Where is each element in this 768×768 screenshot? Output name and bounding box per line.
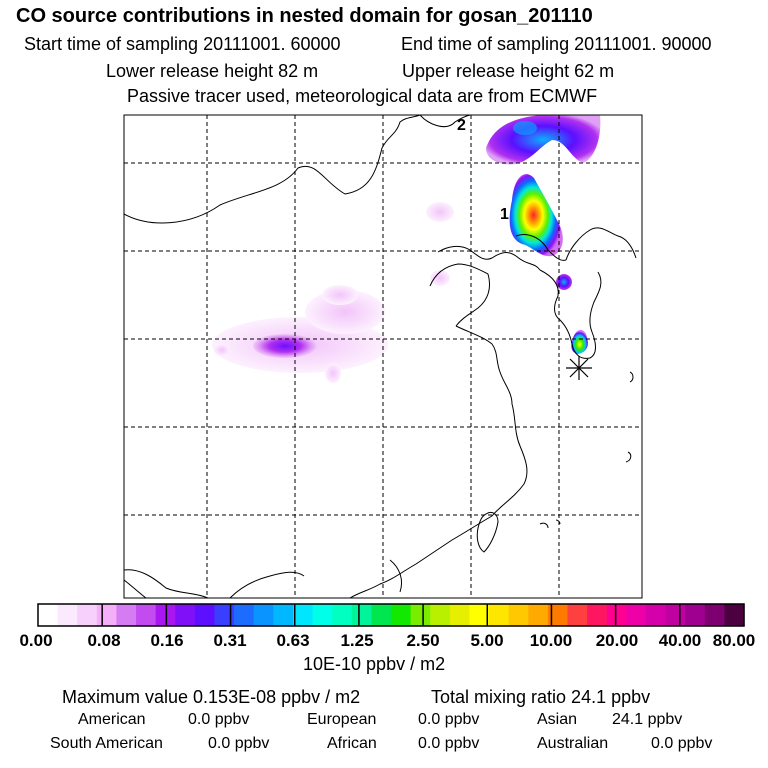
colorbar-tick-label: 40.00 (659, 631, 702, 650)
colorbar-cell (606, 604, 627, 626)
colorbar-cell (430, 604, 451, 626)
colorbar-tick-label: 10.00 (530, 631, 573, 650)
colorbar-cells (38, 604, 745, 626)
receptor-star-icon (566, 356, 592, 380)
colorbar-cell (96, 604, 118, 626)
colorbar-cell (410, 604, 431, 626)
source-value-australian: 0.0 ppbv (651, 735, 713, 752)
marker-label-2: 2 (457, 117, 466, 134)
colorbar-tick-label: 20.00 (596, 631, 639, 650)
colorbar-cell (351, 604, 372, 626)
colorbar-cell (273, 604, 294, 626)
gridlines (124, 115, 642, 598)
west-plume (212, 202, 454, 383)
maximum-value: Maximum value 0.153E-08 ppbv / m2 (62, 687, 361, 707)
colorbar-cell (116, 604, 137, 626)
colorbar-tick-label: 2.50 (406, 631, 439, 650)
source-value-american: 0.0 ppbv (188, 711, 250, 728)
source-label-african: African (327, 735, 377, 752)
source-value-asian: 24.1 ppbv (612, 711, 683, 728)
colorbar-cell (469, 604, 490, 626)
colorbar-cell (371, 604, 392, 626)
map-frame (123, 114, 643, 599)
colorbar-cell (136, 604, 157, 626)
end-time-label: End time of sampling 20111001. 90000 (401, 34, 712, 54)
colorbar-cell (547, 604, 569, 626)
colorbar-cell (175, 604, 196, 626)
colorbar-cell (508, 604, 529, 626)
main-plume (509, 174, 563, 257)
colorbar-tick-label: 0.63 (276, 631, 309, 650)
colorbar-cell (665, 604, 686, 626)
colorbar-cell (685, 604, 706, 626)
colorbar-cell (77, 604, 98, 626)
colorbar-cell (57, 604, 78, 626)
source-label-european: European (307, 711, 377, 728)
colorbar-tick-label: 0.00 (19, 631, 52, 650)
chart-title: CO source contributions in nested domain… (16, 5, 593, 27)
colorbar-cell (626, 604, 647, 626)
source-value-european: 0.0 ppbv (418, 711, 480, 728)
upper-release-label: Upper release height 62 m (402, 61, 615, 81)
colorbar-cell (234, 604, 255, 626)
marker-label-1: 1 (500, 206, 509, 223)
colorbar-cell (528, 604, 549, 626)
colorbar-frame (37, 603, 745, 627)
colorbar-tick-label: 5.00 (470, 631, 503, 650)
source-value-african: 0.0 ppbv (418, 735, 480, 752)
source-label-south-american: South American (50, 735, 163, 752)
colorbar-tick-label: 80.00 (713, 631, 756, 650)
source-label-asian: Asian (537, 711, 578, 728)
colorbar-cell (292, 604, 314, 626)
colorbar-unit: 10E-10 ppbv / m2 (303, 654, 446, 674)
colorbar-cell (194, 604, 216, 626)
coastlines (124, 115, 637, 598)
colorbar-cell (724, 604, 745, 626)
colorbar-tick-label: 0.31 (213, 631, 246, 650)
small-plume (556, 274, 572, 290)
colorbar-cell (645, 604, 667, 626)
colorbar-cell (214, 604, 235, 626)
source-value-south-american: 0.0 ppbv (208, 735, 270, 752)
colorbar-tick-label: 0.16 (150, 631, 183, 650)
colorbar-cell (391, 604, 412, 626)
colorbar-cell (704, 604, 725, 626)
colorbar-cell (587, 604, 608, 626)
colorbar-cell (489, 604, 510, 626)
lower-release-label: Lower release height 82 m (106, 61, 319, 81)
colorbar-cell (332, 604, 353, 626)
north-plume (486, 115, 601, 165)
colorbar-cell (567, 604, 588, 626)
source-label-australian: Australian (537, 735, 609, 752)
colorbar-tick-label: 1.25 (340, 631, 373, 650)
colorbar-cell (312, 604, 333, 626)
colorbar-tick-label: 0.08 (87, 631, 120, 650)
start-time-label: Start time of sampling 20111001. 60000 (24, 34, 341, 54)
tracer-note: Passive tracer used, meteorological data… (127, 86, 598, 106)
source-label-american: American (78, 711, 146, 728)
total-mixing-ratio: Total mixing ratio 24.1 ppbv (431, 687, 651, 707)
receptor-plume (571, 329, 588, 354)
colorbar-cell (449, 604, 471, 626)
colorbar-ticks (101, 604, 681, 626)
colorbar-cell (253, 604, 274, 626)
colorbar-cell (38, 604, 59, 626)
